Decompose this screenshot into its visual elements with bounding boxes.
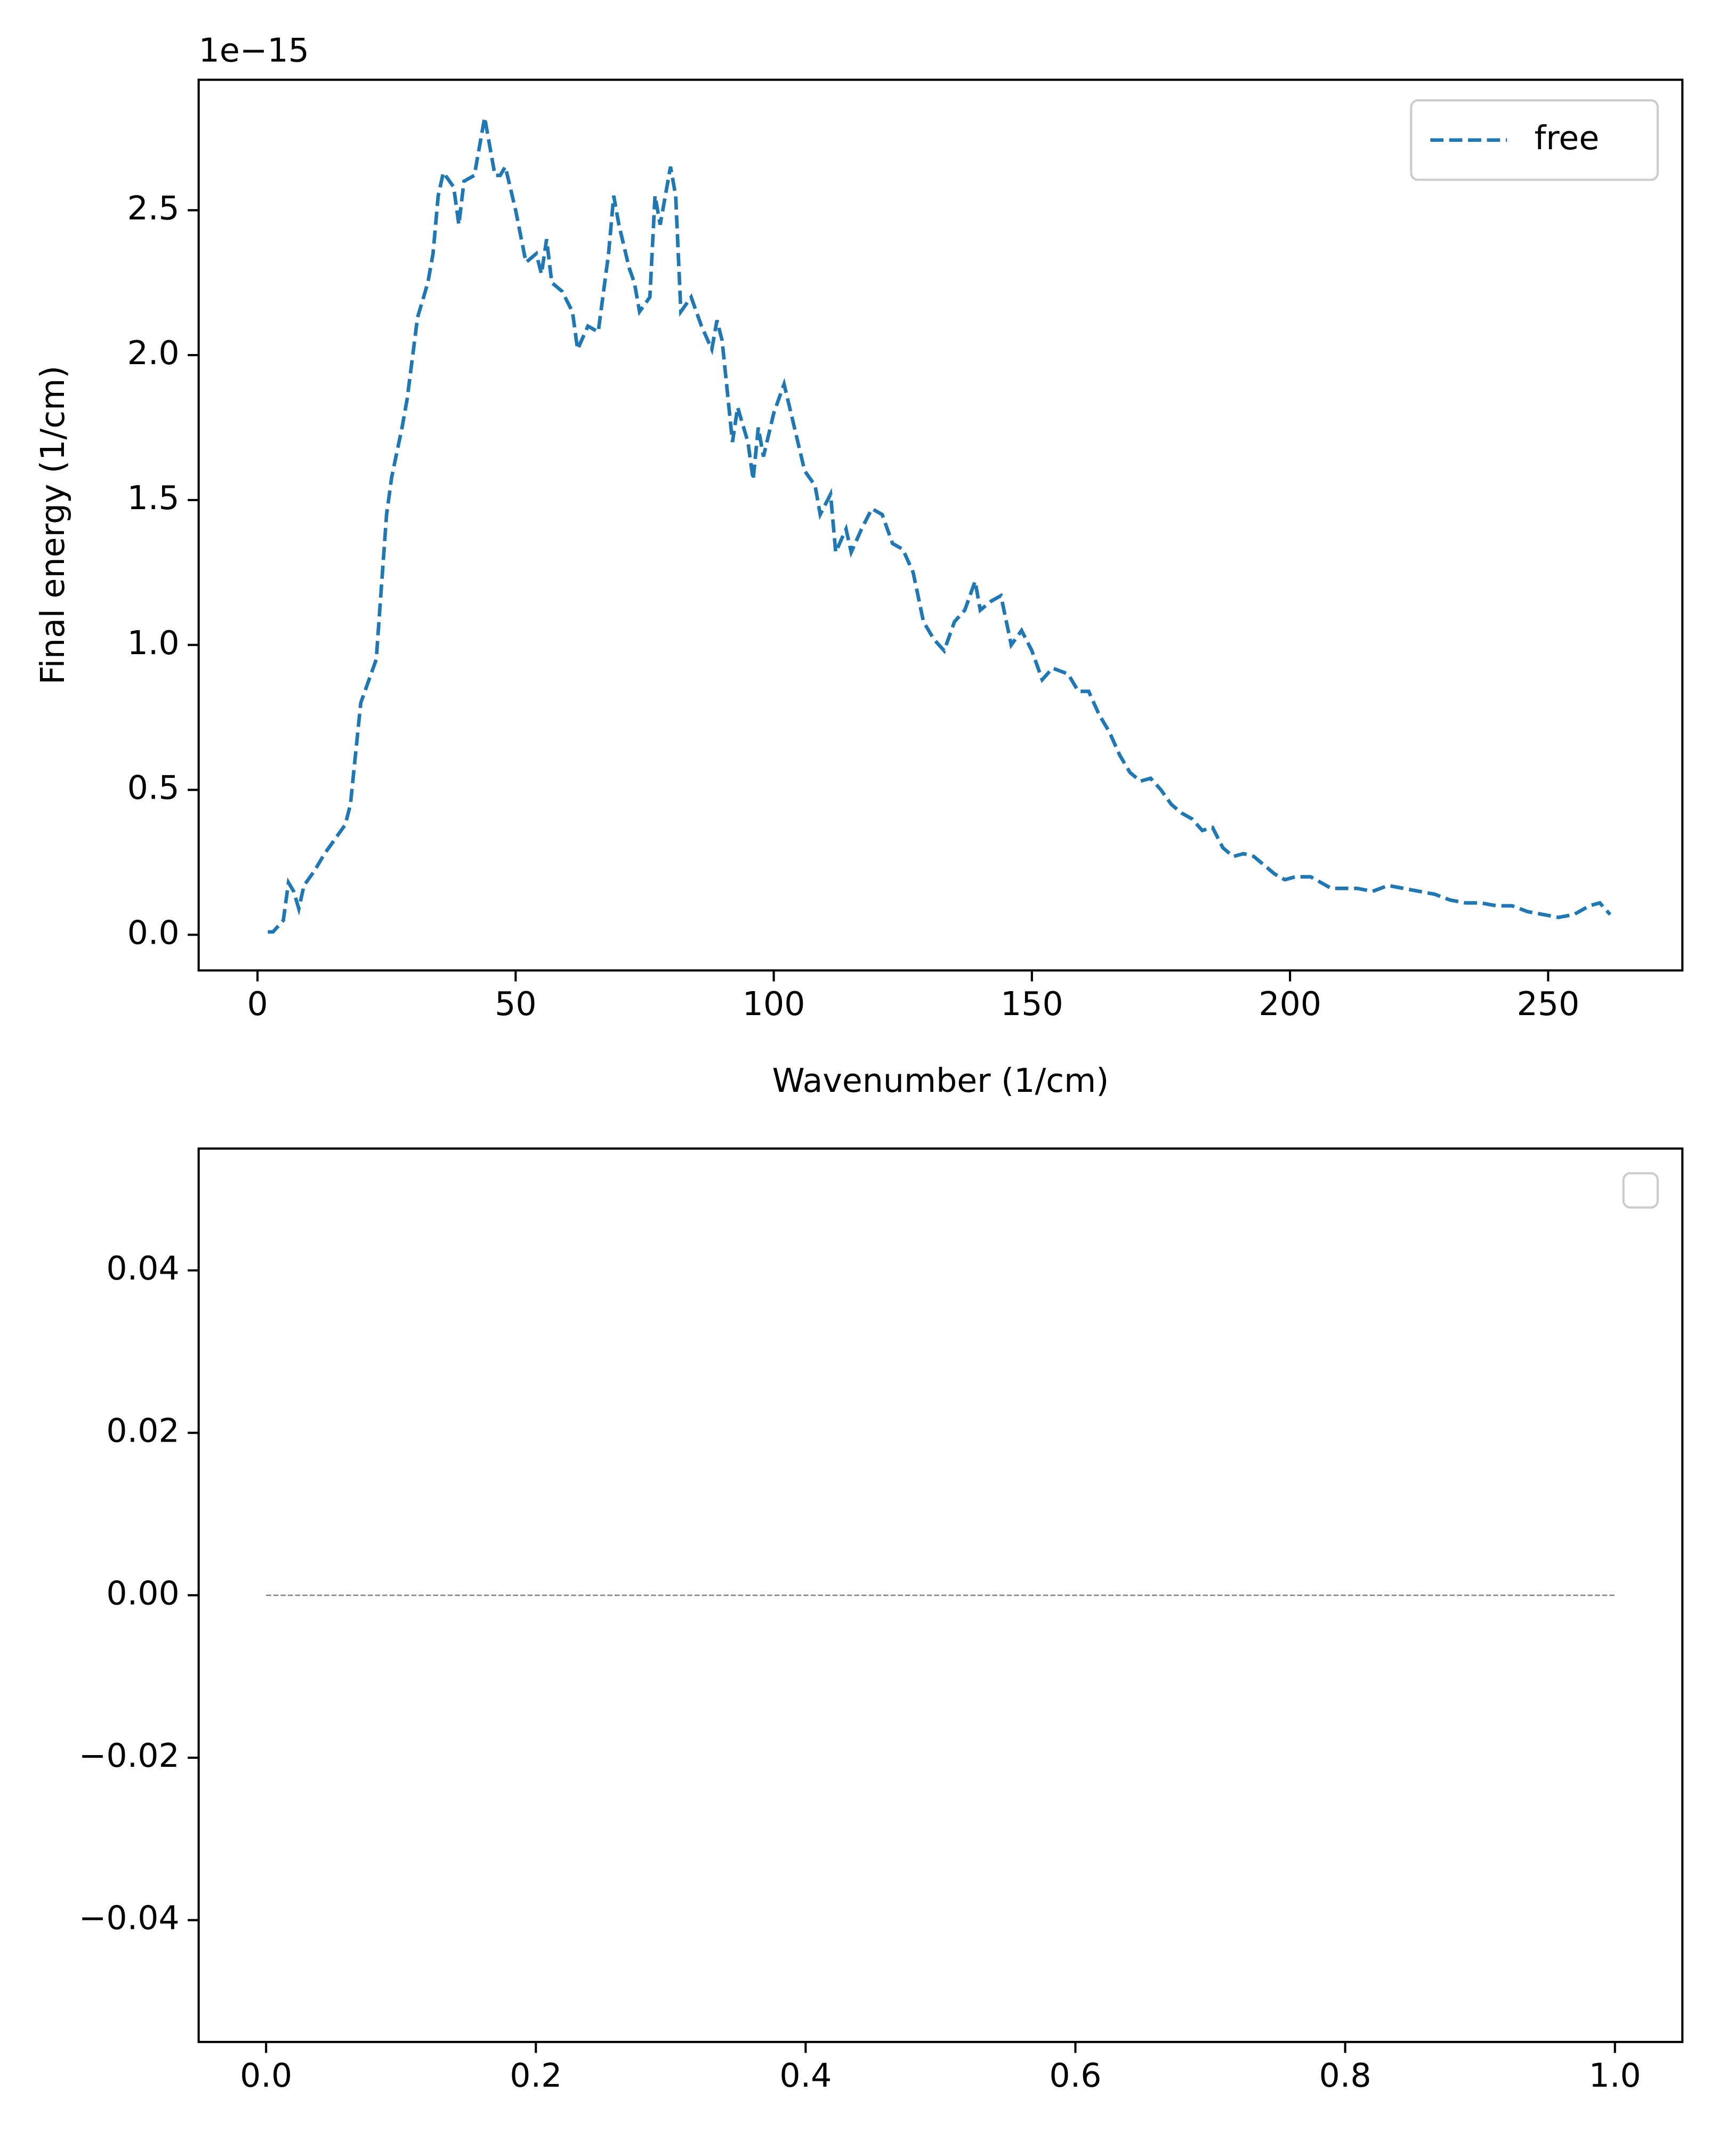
x-tick-label: 1.0 [1589, 2056, 1641, 2095]
x-tick-label: 0 [247, 985, 268, 1023]
y-tick-label: 0.04 [106, 1249, 179, 1288]
legend [1622, 1172, 1659, 1209]
x-tick-label: 200 [1259, 985, 1321, 1023]
y-offset-label: 1e−15 [199, 31, 309, 69]
x-tick-label: 0.8 [1319, 2056, 1372, 2095]
x-axis-label: Wavenumber (1/cm) [772, 1061, 1109, 1100]
x-tick-label: 0.2 [510, 2056, 562, 2095]
y-tick-label: −0.04 [79, 1899, 180, 1937]
y-tick-label: 0.00 [106, 1574, 179, 1612]
legend-box [1622, 1172, 1659, 1209]
y-tick-label: 1.5 [127, 479, 180, 517]
x-tick-label: 0.4 [779, 2056, 832, 2095]
y-axis-label: Final energy (1/cm) [34, 366, 72, 685]
y-tick-label: 0.0 [127, 913, 180, 952]
y-tick-label: 2.0 [127, 334, 180, 372]
x-tick-label: 0.0 [240, 2056, 292, 2095]
y-tick-label: 2.5 [127, 189, 180, 227]
y-tick-label: 0.5 [127, 769, 180, 807]
x-tick-label: 0.6 [1049, 2056, 1101, 2095]
data-line [268, 117, 1612, 934]
x-tick-label: 100 [743, 985, 805, 1023]
x-tick-label: 250 [1517, 985, 1580, 1023]
legend-label: free [1535, 119, 1600, 157]
axes-frame [197, 78, 1684, 972]
legend: free [1410, 99, 1659, 181]
y-tick-label: 0.02 [106, 1412, 179, 1450]
legend-box [1410, 99, 1659, 181]
x-tick-label: 50 [495, 985, 536, 1023]
y-tick-label: −0.02 [79, 1736, 180, 1775]
x-tick-label: 150 [1001, 985, 1063, 1023]
y-tick-label: 1.0 [127, 624, 180, 662]
